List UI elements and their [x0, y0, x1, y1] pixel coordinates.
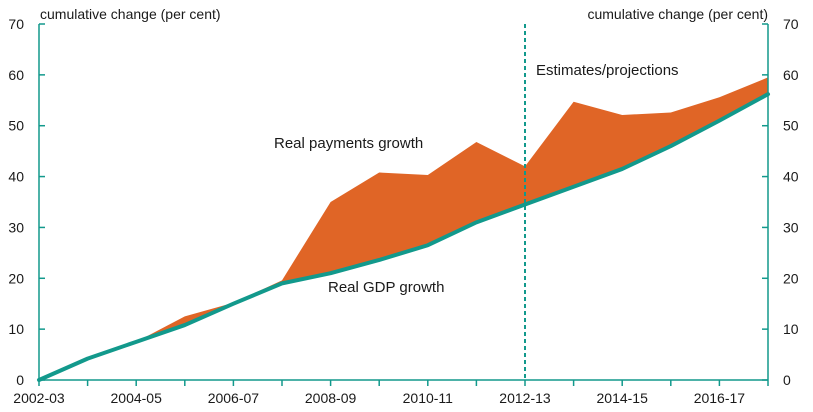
y-tick-label-right: 10	[783, 321, 799, 337]
x-tick-label: 2016-17	[694, 390, 746, 406]
real-payments-growth-label: Real payments growth	[274, 135, 423, 152]
x-tick-label: 2002-03	[13, 390, 65, 406]
x-tick-label: 2004-05	[111, 390, 163, 406]
x-tick-label: 2010-11	[403, 390, 454, 406]
y-tick-label-left: 20	[8, 270, 24, 286]
y-axis-titles: cumulative change (per cent) cumulative …	[40, 6, 768, 22]
estimates-projections-label: Estimates/projections	[536, 62, 679, 79]
real-payments-growth-area	[39, 77, 768, 381]
left-axis-title: cumulative change (per cent)	[40, 6, 221, 22]
axes: 0 0 10 10 20 20 30 30 40 40 50 50 60 60 70 70 2002-03 200…	[8, 16, 798, 406]
y-tick-label-right: 30	[783, 219, 799, 235]
x-tick-label: 2008-09	[305, 390, 357, 406]
y-tick-label-left: 70	[8, 16, 24, 32]
y-tick-label-left: 40	[8, 169, 24, 185]
real-gdp-growth-line	[37, 92, 770, 382]
y-tick-label-right: 20	[783, 270, 799, 286]
y-tick-label-left: 30	[8, 219, 24, 235]
real-gdp-growth-label: Real GDP growth	[328, 279, 444, 296]
y-tick-label-right: 50	[783, 118, 799, 134]
y-tick-label-left: 60	[8, 67, 24, 83]
x-tick-label: 2006-07	[208, 390, 260, 406]
y-tick-label-left: 50	[8, 118, 24, 134]
y-tick-label-right: 60	[783, 67, 799, 83]
y-tick-label-right: 70	[783, 16, 799, 32]
plot-area	[37, 24, 770, 382]
annotations: Real payments growth Real GDP growth Est…	[274, 62, 679, 296]
y-tick-label-left: 0	[16, 372, 24, 388]
y-tick-label-left: 10	[8, 321, 24, 337]
y-tick-label-right: 40	[783, 169, 799, 185]
x-tick-label: 2014-15	[597, 390, 649, 406]
right-axis-title: cumulative change (per cent)	[587, 6, 768, 22]
y-tick-label-right: 0	[783, 372, 791, 388]
x-tick-label: 2012-13	[499, 390, 551, 406]
